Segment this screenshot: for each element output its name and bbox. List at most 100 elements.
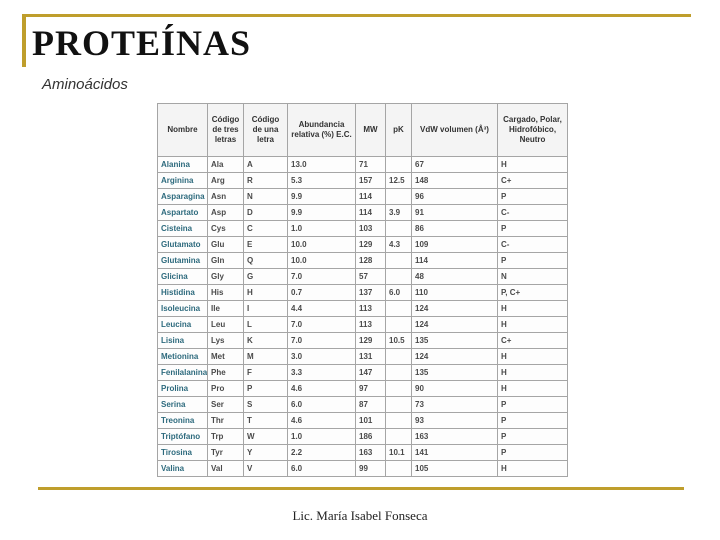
- cell-name: Glutamato: [157, 236, 208, 253]
- cell-vdw: 86: [411, 220, 498, 237]
- col-header-cargado: Cargado, Polar, Hidrofóbico, Neutro: [497, 103, 568, 157]
- cell-mw: 129: [355, 332, 386, 349]
- cell-name: Alanina: [157, 156, 208, 173]
- cell-pk: [385, 268, 412, 285]
- cell-code1: V: [243, 460, 288, 477]
- cell-vdw: 135: [411, 332, 498, 349]
- cell-mw: 163: [355, 444, 386, 461]
- cell-name: Aspartato: [157, 204, 208, 221]
- table-row: Metionina Met M 3.0 131 124 H: [157, 348, 568, 365]
- amino-table-body: Alanina Ala A 13.0 71 67 H Arginina Arg R 5.3 157 12…: [157, 156, 568, 477]
- table-row: Cisteina Cys C 1.0 103 86 P: [157, 220, 568, 237]
- cell-pk: 12.5: [385, 172, 412, 189]
- footer-author: Lic. María Isabel Fonseca: [292, 508, 428, 523]
- cell-code1: D: [243, 204, 288, 221]
- cell-code3: Pro: [207, 380, 244, 397]
- col-header-codigo1: Código de una letra: [243, 103, 288, 157]
- cell-abundance: 1.0: [287, 428, 356, 445]
- cell-abundance: 3.0: [287, 348, 356, 365]
- cell-name: Valina: [157, 460, 208, 477]
- cell-code1: L: [243, 316, 288, 333]
- cell-charge: H: [497, 316, 568, 333]
- cell-charge: P: [497, 396, 568, 413]
- cell-code3: Met: [207, 348, 244, 365]
- cell-code3: His: [207, 284, 244, 301]
- cell-vdw: 114: [411, 252, 498, 269]
- cell-pk: [385, 156, 412, 173]
- cell-charge: P: [497, 412, 568, 429]
- cell-code1: K: [243, 332, 288, 349]
- cell-code3: Gly: [207, 268, 244, 285]
- cell-code1: R: [243, 172, 288, 189]
- cell-charge: P: [497, 444, 568, 461]
- cell-charge: H: [497, 364, 568, 381]
- cell-abundance: 7.0: [287, 268, 356, 285]
- cell-code1: W: [243, 428, 288, 445]
- table-row: Asparagina Asn N 9.9 114 96 P: [157, 188, 568, 205]
- cell-abundance: 10.0: [287, 236, 356, 253]
- cell-code3: Ser: [207, 396, 244, 413]
- cell-abundance: 6.0: [287, 460, 356, 477]
- cell-code1: E: [243, 236, 288, 253]
- cell-mw: 186: [355, 428, 386, 445]
- cell-pk: 3.9: [385, 204, 412, 221]
- cell-code3: Ala: [207, 156, 244, 173]
- cell-abundance: 13.0: [287, 156, 356, 173]
- cell-pk: [385, 412, 412, 429]
- cell-vdw: 141: [411, 444, 498, 461]
- cell-pk: [385, 316, 412, 333]
- cell-code1: Y: [243, 444, 288, 461]
- cell-code3: Arg: [207, 172, 244, 189]
- cell-pk: 6.0: [385, 284, 412, 301]
- cell-abundance: 6.0: [287, 396, 356, 413]
- cell-mw: 129: [355, 236, 386, 253]
- cell-vdw: 105: [411, 460, 498, 477]
- table-row: Prolina Pro P 4.6 97 90 H: [157, 380, 568, 397]
- cell-name: Serina: [157, 396, 208, 413]
- col-header-mw: MW: [355, 103, 386, 157]
- cell-vdw: 148: [411, 172, 498, 189]
- cell-name: Prolina: [157, 380, 208, 397]
- col-header-pk: pK: [385, 103, 412, 157]
- cell-code1: G: [243, 268, 288, 285]
- cell-pk: [385, 252, 412, 269]
- cell-pk: 4.3: [385, 236, 412, 253]
- cell-name: Lisina: [157, 332, 208, 349]
- cell-code3: Cys: [207, 220, 244, 237]
- cell-code1: H: [243, 284, 288, 301]
- table-row: Alanina Ala A 13.0 71 67 H: [157, 156, 568, 173]
- cell-code3: Phe: [207, 364, 244, 381]
- cell-code3: Val: [207, 460, 244, 477]
- table-row: Tirosina Tyr Y 2.2 163 10.1 141 P: [157, 444, 568, 461]
- cell-vdw: 48: [411, 268, 498, 285]
- cell-mw: 103: [355, 220, 386, 237]
- cell-abundance: 2.2: [287, 444, 356, 461]
- cell-name: Histidina: [157, 284, 208, 301]
- table-row: Histidina His H 0.7 137 6.0 110 P, C+: [157, 284, 568, 301]
- cell-mw: 114: [355, 188, 386, 205]
- cell-code1: F: [243, 364, 288, 381]
- cell-charge: P, C+: [497, 284, 568, 301]
- cell-charge: H: [497, 348, 568, 365]
- table-row: Isoleucina Ile I 4.4 113 124 H: [157, 300, 568, 317]
- cell-name: Fenilalanina: [157, 364, 208, 381]
- table-row: Glutamato Glu E 10.0 129 4.3 109 C-: [157, 236, 568, 253]
- cell-name: Leucina: [157, 316, 208, 333]
- cell-code1: P: [243, 380, 288, 397]
- cell-abundance: 10.0: [287, 252, 356, 269]
- cell-vdw: 109: [411, 236, 498, 253]
- cell-vdw: 124: [411, 316, 498, 333]
- cell-pk: [385, 188, 412, 205]
- cell-abundance: 9.9: [287, 204, 356, 221]
- cell-code1: A: [243, 156, 288, 173]
- cell-vdw: 67: [411, 156, 498, 173]
- cell-name: Glutamina: [157, 252, 208, 269]
- header-row: Nombre Código de tres letras Código de u…: [157, 103, 568, 157]
- cell-charge: C+: [497, 172, 568, 189]
- table-row: Treonina Thr T 4.6 101 93 P: [157, 412, 568, 429]
- cell-charge: H: [497, 300, 568, 317]
- col-header-codigo3: Código de tres letras: [207, 103, 244, 157]
- table-row: Glutamina Gln Q 10.0 128 114 P: [157, 252, 568, 269]
- cell-pk: [385, 300, 412, 317]
- cell-abundance: 4.6: [287, 380, 356, 397]
